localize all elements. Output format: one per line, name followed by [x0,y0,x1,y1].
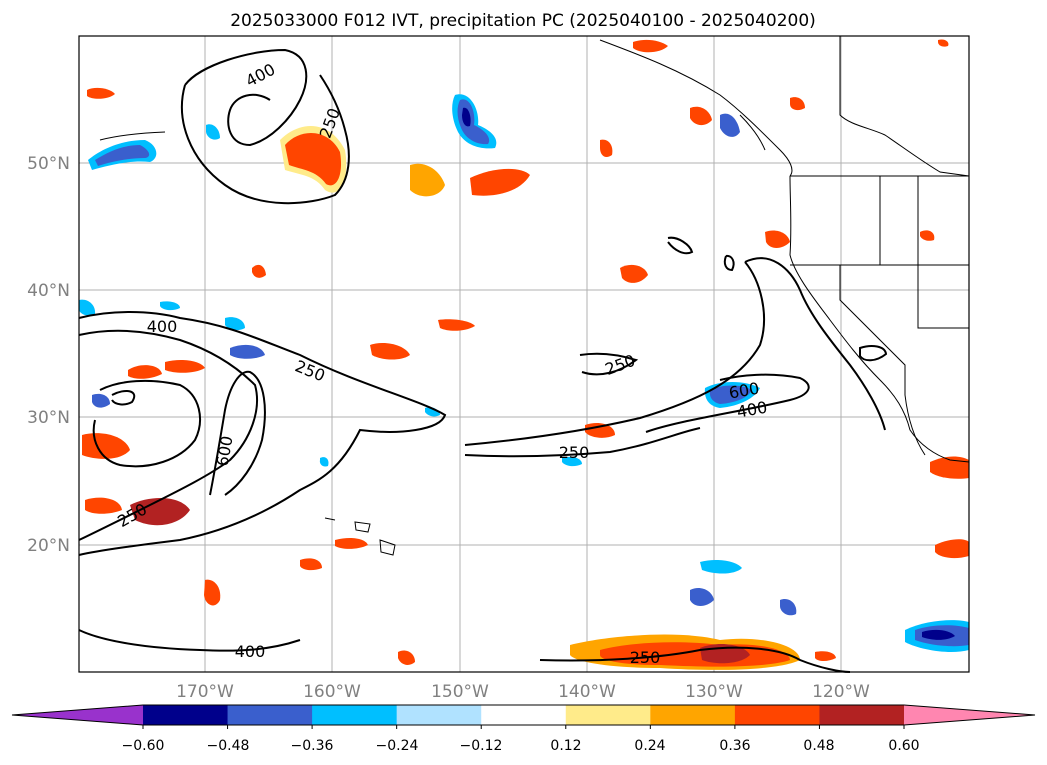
colorbar-segment [650,705,736,725]
contour-label: 400 [147,317,178,336]
colorbar-segment [819,705,905,725]
colorbar-tick-label: 0.60 [888,738,919,754]
colorbar-tick-label: 0.48 [803,738,834,754]
lon-label: 170°W [176,682,234,702]
colorbar-segment [396,705,482,725]
colorbar-tick-label: −0.24 [376,738,419,754]
colorbar-segment [734,705,820,725]
longitude-labels: 170°W 160°W 150°W 140°W 130°W 120°W [176,682,870,702]
colorbar-extend-low [12,705,143,725]
colorbar-tick-label: −0.36 [291,738,334,754]
precip-negative-patches [79,94,969,653]
contour-label: 250 [630,648,661,667]
lat-label: 50°N [27,154,70,174]
coastlines [99,36,970,556]
map-title: 2025033000 F012 IVT, precipitation PC (2… [230,11,816,31]
latitude-labels: 50°N 40°N 30°N 20°N [27,154,70,556]
colorbar-segment [143,705,229,725]
colorbar-tick-label: −0.12 [460,738,503,754]
lon-label: 120°W [812,682,870,702]
colorbar-tick-label: −0.48 [207,738,250,754]
contour-label: 250 [559,443,590,462]
colorbar-segment [227,705,313,725]
lon-label: 140°W [558,682,616,702]
map-frame [78,35,970,673]
colorbar-segment [481,705,567,725]
lat-label: 40°N [27,281,70,301]
lon-label: 130°W [685,682,743,702]
colorbar-tick-label: −0.60 [122,738,165,754]
colorbar [11,704,1036,729]
ivt-contours [78,48,888,673]
colorbar-segment [312,705,398,725]
colorbar-extend-high [904,705,1035,725]
lon-label: 160°W [303,682,361,702]
lat-label: 20°N [27,536,70,556]
lon-label: 150°W [431,682,489,702]
colorbar-tick-labels: −0.60 −0.48 −0.36 −0.24 −0.12 0.12 0.24 … [122,738,920,754]
colorbar-tick-label: 0.12 [550,738,581,754]
lat-label: 30°N [27,408,70,428]
map-panel: 400 250 400 250 600 250 250 600 400 250 … [78,35,970,673]
colorbar-segment [565,705,651,725]
contour-label: 400 [235,642,266,661]
colorbar-tick-label: 0.24 [634,738,665,754]
colorbar-tick-label: 0.36 [719,738,750,754]
